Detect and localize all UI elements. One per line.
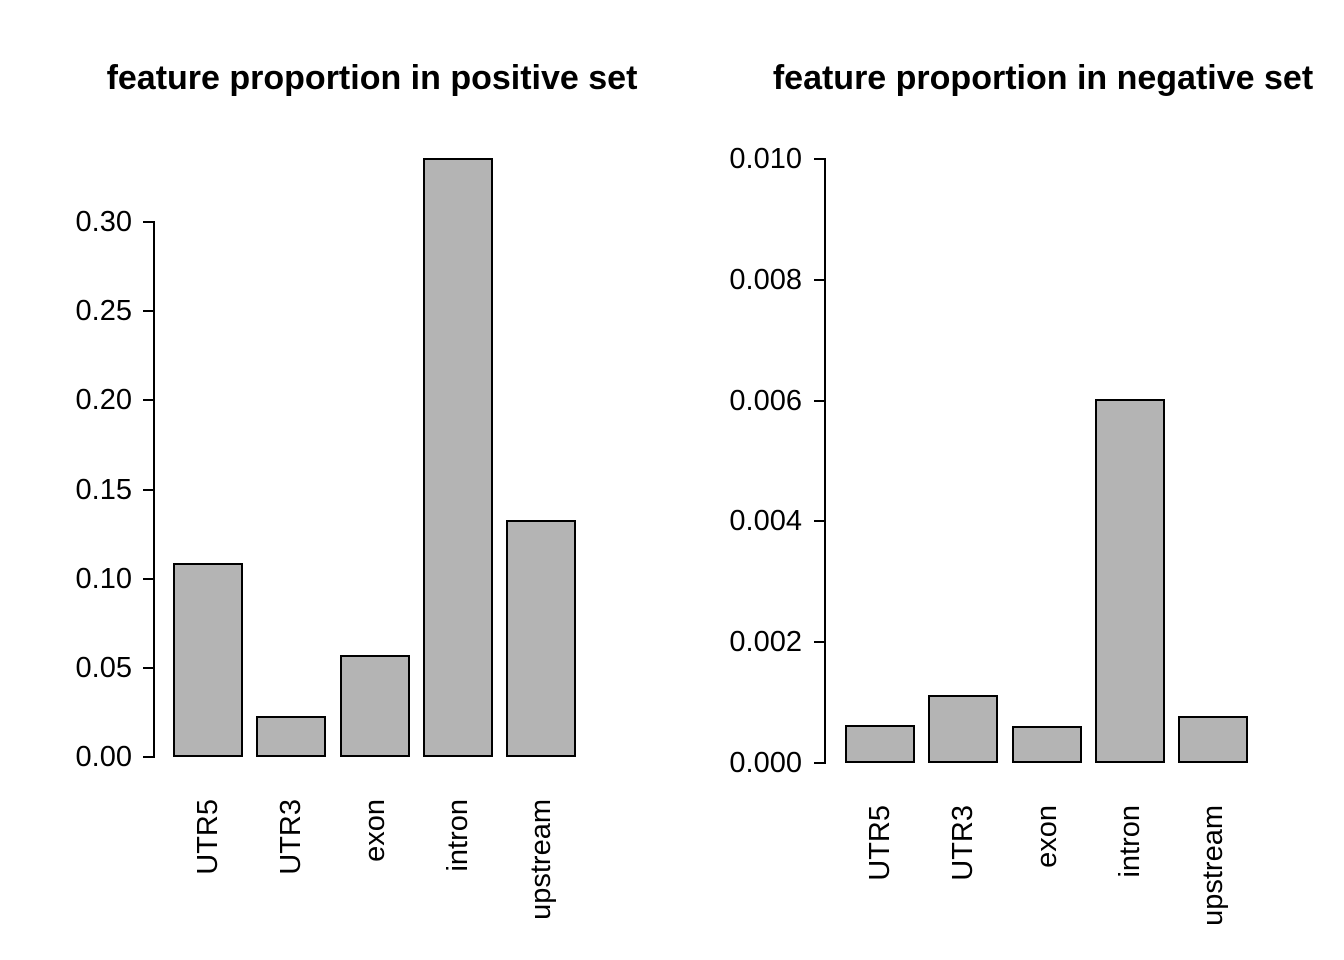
x-category-label-UTR3: UTR3 — [947, 805, 980, 881]
y-tick-mark — [814, 278, 824, 281]
x-category-label-exon: exon — [358, 799, 391, 862]
y-tick-mark — [143, 577, 153, 580]
bar-exon — [339, 655, 410, 757]
x-category-label-upstream: upstream — [1197, 805, 1230, 926]
y-tick-label: 0.15 — [75, 473, 132, 506]
y-tick-label: 0.20 — [75, 384, 132, 417]
y-tick-mark — [143, 666, 153, 669]
y-tick-mark — [814, 399, 824, 402]
y-tick-mark — [143, 488, 153, 491]
y-tick-label: 0.00 — [75, 741, 132, 773]
y-axis-line — [153, 221, 155, 758]
chart-title-positive-set: feature proportion in positive set — [106, 59, 638, 97]
y-tick-label: 0.05 — [75, 651, 132, 684]
x-category-label-UTR3: UTR3 — [275, 799, 308, 875]
x-category-label-exon: exon — [1030, 805, 1063, 868]
chart-title-negative-set: feature proportion in negative set — [772, 59, 1314, 97]
x-category-label-UTR5: UTR5 — [192, 799, 224, 875]
bar-intron — [1094, 398, 1165, 763]
bar-UTR3 — [928, 694, 999, 763]
y-tick-mark — [143, 221, 153, 223]
bar-UTR5 — [173, 562, 243, 757]
y-tick-mark — [814, 762, 824, 764]
bar-upstream — [506, 519, 577, 757]
y-tick-label: 0.002 — [729, 626, 802, 659]
bar-UTR5 — [845, 724, 915, 763]
bar-UTR3 — [256, 715, 327, 757]
y-tick-label: 0.004 — [729, 505, 802, 538]
y-tick-mark — [814, 641, 824, 644]
y-tick-mark — [814, 520, 824, 523]
x-category-label-intron: intron — [1113, 805, 1146, 878]
bar-exon — [1011, 726, 1082, 763]
y-tick-label: 0.006 — [729, 384, 802, 417]
y-tick-label: 0.000 — [729, 747, 802, 779]
bar-upstream — [1178, 715, 1249, 763]
y-tick-label: 0.30 — [75, 206, 132, 238]
y-tick-label: 0.008 — [729, 263, 802, 296]
y-axis-line — [824, 158, 826, 764]
x-category-label-intron: intron — [441, 799, 474, 872]
y-tick-label: 0.25 — [75, 295, 132, 328]
y-tick-mark — [143, 310, 153, 313]
y-tick-label: 0.10 — [75, 562, 132, 595]
y-tick-mark — [143, 756, 153, 758]
y-tick-label: 0.010 — [729, 143, 802, 175]
x-category-label-upstream: upstream — [525, 799, 558, 920]
x-category-label-UTR5: UTR5 — [864, 805, 896, 881]
y-tick-mark — [814, 158, 824, 160]
bar-intron — [422, 157, 493, 757]
y-tick-mark — [143, 399, 153, 402]
